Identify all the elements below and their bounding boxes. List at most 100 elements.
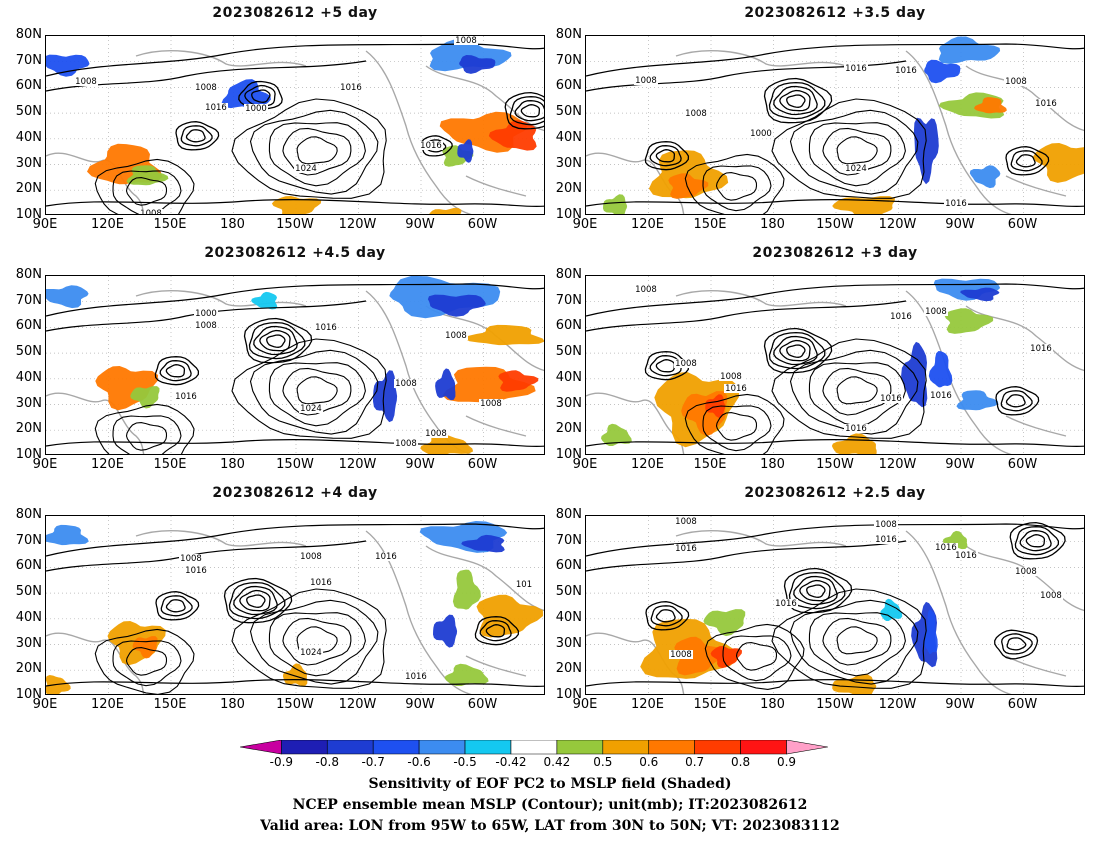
lat-tick-label: 70N bbox=[15, 292, 42, 308]
gridlines bbox=[586, 276, 1084, 454]
lat-tick-label: 20N bbox=[555, 661, 582, 677]
lon-tick-label: 90E bbox=[32, 697, 58, 712]
lon-tick-label: 60W bbox=[1007, 457, 1038, 472]
lat-tick-label: 40N bbox=[15, 369, 42, 385]
isobar-label: 1016 bbox=[875, 535, 897, 545]
lat-tick-label: 30N bbox=[15, 395, 42, 411]
lon-tick-label: 150E bbox=[153, 217, 187, 232]
map-svg: 1000 1008 1016 1008 1016 1024 1008 1008 1008 1008 bbox=[46, 276, 544, 454]
map-panel-plus4: 2023082612 +4 day 1008 1016 1008 1016 1016 10… bbox=[5, 485, 545, 712]
isobar-label: 1000 bbox=[195, 309, 217, 319]
lat-tick-label: 10N bbox=[555, 446, 582, 462]
caption-line-1: Sensitivity of EOF PC2 to MSLP field (Sh… bbox=[368, 776, 732, 792]
isobar-label: 1008 bbox=[395, 439, 417, 449]
lat-tick-label: 10N bbox=[555, 206, 582, 222]
lon-tick-label: 150W bbox=[816, 457, 854, 472]
lat-tick-label: 80N bbox=[15, 27, 42, 42]
lat-tick-label: 40N bbox=[15, 129, 42, 145]
panel-title: 2023082612 +5 day bbox=[212, 5, 378, 21]
lon-tick-label: 90W bbox=[945, 697, 975, 712]
lon-tick-label: 90E bbox=[32, 217, 58, 232]
isobar-label: 1016 bbox=[955, 551, 977, 561]
colorbar-tick-label: -0.5 bbox=[453, 755, 477, 769]
lat-tick-label: 70N bbox=[555, 292, 582, 308]
map-panel-plus3: 2023082612 +3 day 1008 1016 1008 1016 1008 10… bbox=[545, 245, 1085, 472]
isobar-label: 1016 bbox=[340, 83, 362, 93]
panel-title: 2023082612 +4 day bbox=[212, 485, 378, 501]
lat-tick-label: 60N bbox=[555, 78, 582, 94]
isobar-contours bbox=[586, 283, 1084, 454]
lat-tick-label: 20N bbox=[555, 421, 582, 437]
colorbar-tick-label: -0.8 bbox=[315, 755, 339, 769]
map-area: 1000 1008 1016 1008 1016 1024 1008 1008 1008 1008 bbox=[45, 275, 545, 455]
colorbar-swatch bbox=[510, 740, 558, 755]
colorbar-tick-label: -0.6 bbox=[407, 755, 431, 769]
lat-tick-label: 40N bbox=[555, 129, 582, 145]
lon-tick-label: 120E bbox=[90, 697, 125, 712]
isobar-label: 1016 bbox=[185, 566, 207, 576]
colorbar-tick-label: 0.5 bbox=[593, 755, 613, 769]
lon-tick-label: 150W bbox=[276, 697, 314, 712]
isobar-label: 1024 bbox=[300, 404, 322, 414]
map-svg: 1008 1016 1008 1016 1008 1008 1016 1016 1016 1016 bbox=[586, 276, 1084, 454]
colorbar-swatch bbox=[326, 740, 374, 755]
lat-tick-label: 30N bbox=[555, 155, 582, 171]
lon-tick-label: 90W bbox=[405, 697, 435, 712]
isobar-label: 1008 bbox=[925, 307, 947, 317]
lat-tick-label: 70N bbox=[15, 52, 42, 68]
isobar-label: 1016 bbox=[375, 552, 397, 562]
lon-tick-label: 90E bbox=[32, 457, 58, 472]
isobar-label: 1008 bbox=[480, 399, 502, 409]
isobar-label: 1008 bbox=[395, 379, 417, 389]
lat-tick-label: 10N bbox=[15, 686, 42, 702]
lon-tick-label: 90W bbox=[405, 217, 435, 232]
lon-tick-label: 60W bbox=[467, 697, 498, 712]
isobar-labels: 1008 1016 1008 1016 1016 1024 1016 101 bbox=[179, 552, 536, 682]
lat-tick-label: 10N bbox=[15, 446, 42, 462]
coastlines bbox=[586, 50, 1084, 214]
lat-tick-label: 40N bbox=[15, 609, 42, 625]
colorbar-tick-label: -0.42 bbox=[495, 755, 527, 769]
map-area: 1008 1016 1008 1016 1016 1008 1016 1008 1016 1008 bbox=[585, 515, 1085, 695]
isobar-contours bbox=[46, 523, 544, 694]
isobar-label: 1008 bbox=[1015, 567, 1037, 577]
lon-tick-label: 60W bbox=[1007, 217, 1038, 232]
colorbar bbox=[240, 740, 828, 755]
lat-tick-label: 80N bbox=[15, 267, 42, 282]
lat-tick-label: 20N bbox=[15, 181, 42, 197]
colorbar-swatch bbox=[464, 740, 512, 755]
colorbar-tick-label: -0.9 bbox=[269, 755, 294, 769]
lon-tick-label: 120E bbox=[630, 217, 665, 232]
caption-line-2: NCEP ensemble mean MSLP (Contour); unit(… bbox=[292, 797, 808, 813]
lat-tick-label: 30N bbox=[15, 635, 42, 651]
isobar-label: 1016 bbox=[845, 64, 867, 74]
lon-tick-label: 120E bbox=[630, 457, 665, 472]
lon-tick-label: 150E bbox=[153, 697, 187, 712]
isobar-label: 1016 bbox=[405, 672, 427, 682]
colorbar-swatch bbox=[648, 740, 695, 755]
colorbar-swatch bbox=[786, 740, 828, 755]
isobar-label: 1008 bbox=[445, 331, 467, 341]
sensitivity-shading bbox=[601, 278, 1001, 454]
lat-tick-label: 60N bbox=[555, 318, 582, 334]
isobar-label: 1000 bbox=[245, 104, 267, 114]
lon-tick-label: 90E bbox=[572, 217, 598, 232]
lon-tick-label: 150E bbox=[693, 217, 727, 232]
isobar-label: 1016 bbox=[725, 384, 747, 394]
isobar-label: 1016 bbox=[775, 599, 797, 609]
lon-tick-label: 120W bbox=[878, 457, 917, 472]
lat-tick-label: 80N bbox=[555, 27, 582, 42]
lat-tick-label: 70N bbox=[15, 532, 42, 548]
isobar-contours bbox=[586, 521, 1084, 690]
lat-tick-label: 60N bbox=[15, 78, 42, 94]
lat-tick-label: 20N bbox=[555, 181, 582, 197]
lon-tick-label: 180 bbox=[760, 697, 785, 712]
lon-tick-label: 120W bbox=[338, 217, 377, 232]
lat-tick-label: 60N bbox=[555, 558, 582, 574]
lon-tick-label: 60W bbox=[467, 457, 498, 472]
lon-tick-label: 150E bbox=[693, 697, 727, 712]
isobar-label: 1008 bbox=[425, 429, 447, 439]
caption-line-3: Valid area: LON from 95W to 65W, LAT fro… bbox=[260, 818, 840, 834]
panel-title: 2023082612 +3 day bbox=[752, 245, 918, 261]
